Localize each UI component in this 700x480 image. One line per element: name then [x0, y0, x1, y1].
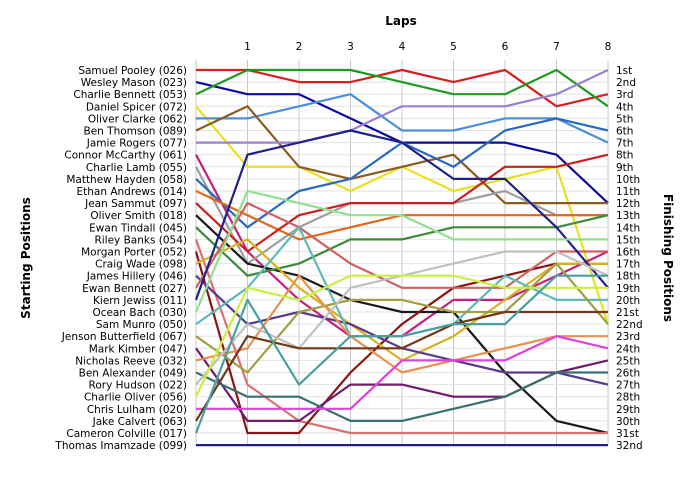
finish-position-label: 2nd	[616, 77, 636, 89]
finish-position-label: 11th	[616, 186, 640, 198]
driver-label: Sam Munro (050)	[96, 319, 187, 331]
driver-label: Charlie Lamb (055)	[86, 162, 187, 174]
finish-position-label: 31st	[616, 428, 639, 440]
driver-label: Nicholas Reeve (032)	[75, 355, 187, 367]
driver-label: Jake Calvert (063)	[92, 416, 187, 428]
driver-label: Kiern Jewiss (011)	[93, 295, 187, 307]
lap-tick-label: 7	[553, 41, 560, 53]
driver-label: Charlie Bennett (053)	[73, 89, 187, 101]
finish-position-label: 19th	[616, 283, 640, 295]
finish-position-label: 8th	[616, 150, 633, 162]
series-line	[195, 274, 608, 398]
finish-position-label: 23rd	[616, 331, 640, 343]
series-line	[195, 202, 608, 289]
driver-label: Rory Hudson (022)	[89, 380, 187, 392]
finish-position-label: 4th	[616, 101, 633, 113]
finish-position-label: 27th	[616, 380, 640, 392]
finish-position-label: 26th	[616, 368, 640, 380]
finish-position-label: 5th	[616, 113, 633, 125]
finish-position-label: 10th	[616, 174, 640, 186]
series-line	[195, 274, 608, 374]
driver-label: Wesley Mason (023)	[81, 77, 187, 89]
lap-tick-label: 8	[605, 41, 612, 53]
series-lines	[194, 68, 610, 447]
finish-position-label: 20th	[616, 295, 640, 307]
y-axis-label-right: Finishing Positions	[661, 194, 675, 322]
chart-title: Laps	[385, 14, 416, 28]
finish-position-label: 15th	[616, 234, 640, 246]
series-line	[196, 69, 609, 144]
finish-position-label: 18th	[616, 271, 640, 283]
driver-label: Jenson Butterfield (067)	[61, 331, 187, 343]
driver-label: Jean Sammut (097)	[84, 198, 187, 210]
series-line	[194, 274, 608, 434]
finish-position-label: 32nd	[616, 440, 643, 452]
finish-position-label: 29th	[616, 404, 640, 416]
lap-tick-label: 6	[502, 41, 509, 53]
driver-label: Samuel Pooley (026)	[78, 65, 187, 77]
series-line	[194, 189, 608, 313]
lap-tick-label: 5	[450, 41, 457, 53]
driver-labels: Samuel Pooley (026)Wesley Mason (023)Cha…	[54, 65, 187, 452]
driver-label: Ocean Bach (030)	[92, 307, 187, 319]
driver-label: Riley Banks (054)	[94, 234, 187, 246]
driver-label: Ethan Andrews (014)	[76, 186, 187, 198]
finish-position-label: 24th	[616, 343, 640, 355]
x-tick-labels: 1 2 3 4 5 6 7 8	[244, 41, 611, 53]
series-line	[194, 129, 609, 301]
lap-tick-label: 4	[399, 41, 406, 53]
driver-label: Charlie Oliver (056)	[84, 392, 187, 404]
finish-position-label: 13th	[616, 210, 640, 222]
lap-tick-label: 3	[347, 41, 354, 53]
driver-label: Chris Lulham (020)	[87, 404, 187, 416]
finish-position-label: 21st	[616, 307, 639, 319]
series-line	[195, 105, 608, 205]
series-line	[195, 262, 609, 374]
finish-position-label: 12th	[616, 198, 640, 210]
driver-label: Matthew Hayden (058)	[66, 174, 187, 186]
driver-label: Daniel Spicer (072)	[86, 101, 187, 113]
driver-label: Ben Thomson (089)	[84, 126, 188, 138]
driver-label: Ewan Bennett (027)	[82, 283, 187, 295]
y-axis-label-left: Starting Positions	[19, 197, 33, 319]
finish-position-label: 25th	[616, 355, 640, 367]
finish-position-label: 1st	[616, 65, 632, 77]
finish-position-label: 30th	[616, 416, 640, 428]
finish-labels: 1st2nd3rd4th5th6th7th8th9th10th11th12th1…	[616, 65, 643, 452]
finish-position-label: 17th	[616, 259, 640, 271]
series-line	[194, 251, 608, 435]
driver-label: Jamie Rogers (077)	[86, 138, 187, 150]
series-line	[196, 93, 609, 144]
series-line	[195, 310, 608, 422]
series-line	[195, 68, 609, 108]
series-line	[195, 214, 609, 277]
finish-position-label: 7th	[616, 138, 633, 150]
series-line	[195, 153, 609, 253]
driver-label: Ben Alexander (049)	[79, 368, 187, 380]
series-line	[196, 68, 609, 108]
series-line	[196, 335, 609, 410]
driver-label: Oliver Clarke (062)	[88, 113, 187, 125]
finish-position-label: 22nd	[616, 319, 643, 331]
driver-label: Mark Kimber (047)	[89, 343, 187, 355]
driver-label: Thomas Imamzade (099)	[54, 440, 187, 452]
finish-position-label: 3rd	[616, 89, 633, 101]
series-line	[195, 371, 608, 422]
driver-label: Connor McCarthy (061)	[64, 150, 187, 162]
finish-position-label: 14th	[616, 222, 640, 234]
lap-tick-label: 1	[244, 41, 251, 53]
driver-label: Morgan Porter (052)	[81, 247, 187, 259]
driver-label: Ewan Tindall (045)	[89, 222, 187, 234]
driver-label: James Hillery (046)	[86, 271, 187, 283]
driver-label: Oliver Smith (018)	[90, 210, 187, 222]
lap-tick-label: 2	[296, 41, 303, 53]
driver-label: Craig Wade (098)	[95, 259, 187, 271]
driver-label: Cameron Colville (017)	[66, 428, 187, 440]
finish-position-label: 9th	[616, 162, 633, 174]
finish-position-label: 16th	[616, 247, 640, 259]
finish-position-label: 28th	[616, 392, 640, 404]
finish-position-label: 6th	[616, 126, 633, 138]
